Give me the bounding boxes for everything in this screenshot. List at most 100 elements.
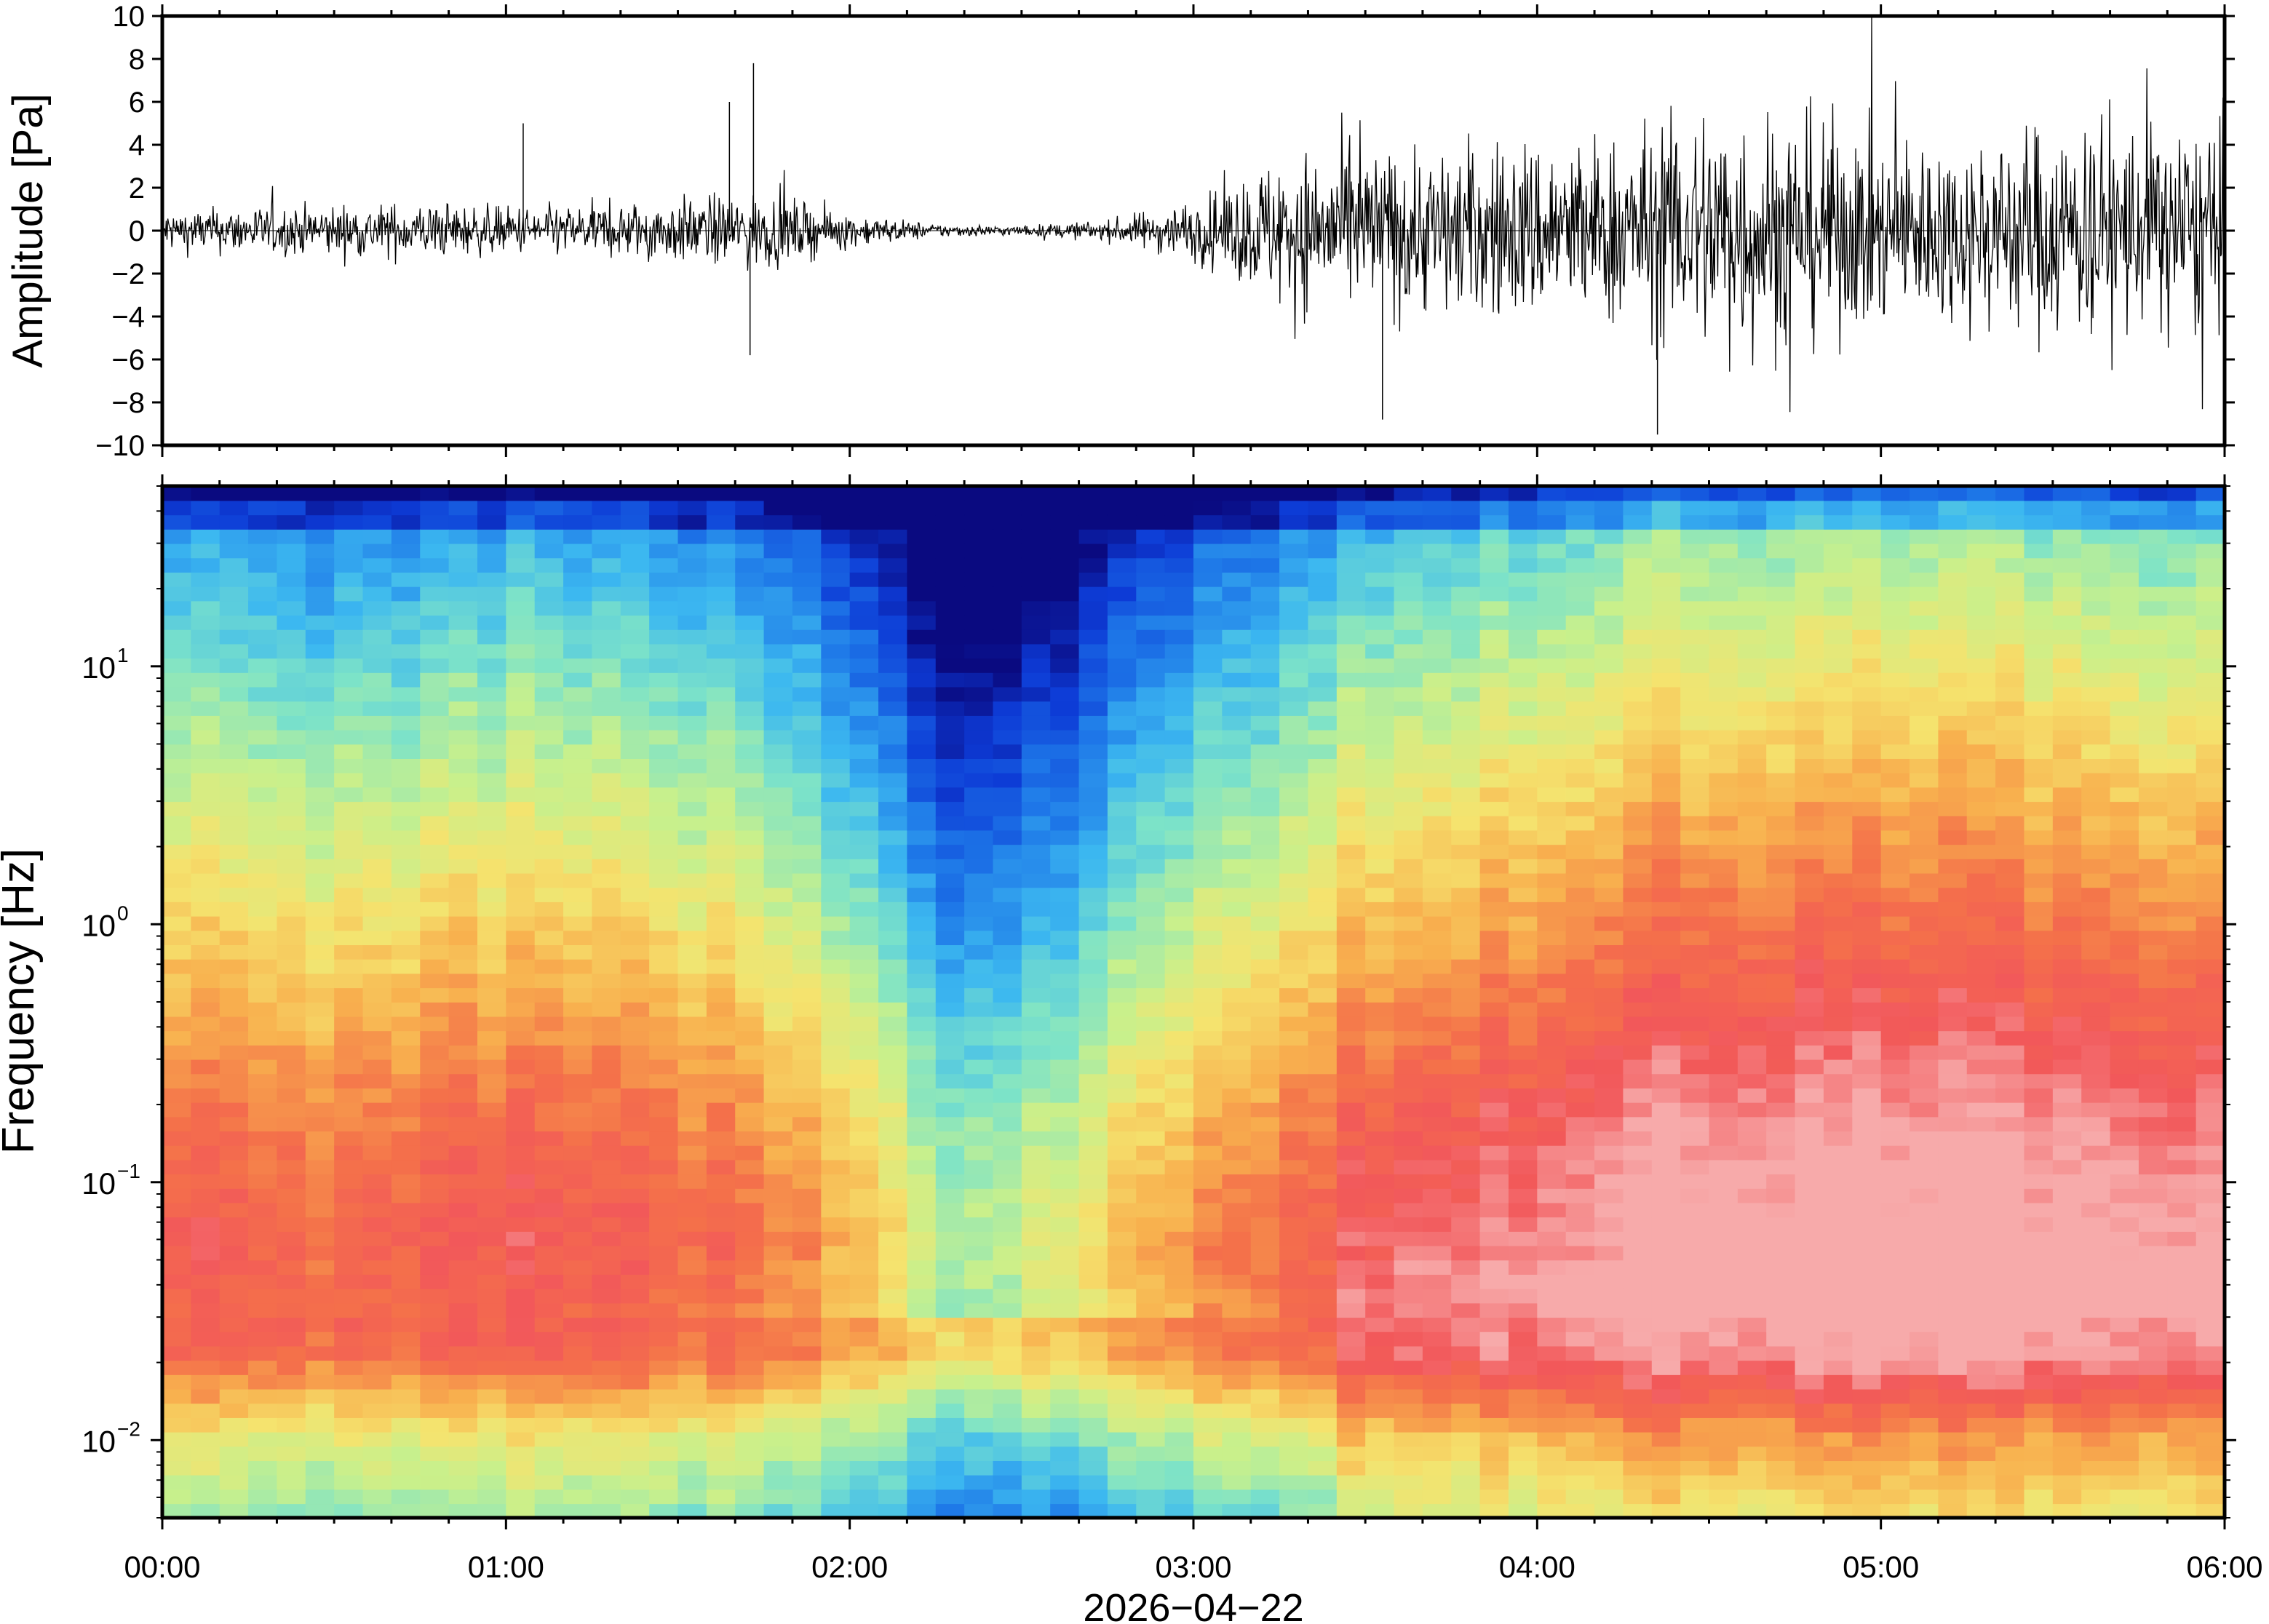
spectrogram-cell — [2052, 1174, 2082, 1189]
spectrogram-cell — [1136, 514, 1166, 530]
spectrogram-cell — [1651, 1202, 1681, 1218]
spectrogram-cell — [448, 586, 478, 602]
spectrogram-cell — [1308, 973, 1338, 989]
spectrogram-cell — [1422, 658, 1453, 673]
spectrogram-cell — [649, 772, 679, 788]
spectrogram-cell — [1623, 586, 1653, 602]
spectrogram-cell — [1451, 1231, 1481, 1246]
spectrogram-cell — [620, 1374, 650, 1390]
spectrogram-cell — [1852, 701, 1882, 716]
spectrogram-cell — [1336, 787, 1366, 803]
spectrogram-cell — [849, 815, 879, 831]
spectrogram-cell — [1795, 586, 1824, 602]
spectrogram-cell — [878, 715, 908, 731]
spectrogram-cell — [477, 1045, 507, 1060]
spectrogram-cell — [277, 1030, 306, 1046]
spectrogram-cell — [1852, 859, 1882, 874]
spectrogram-cell — [1250, 1345, 1280, 1361]
spectrogram-cell — [1623, 1202, 1653, 1218]
spectrogram-cell — [1279, 1131, 1309, 1146]
spectrogram-cell — [1880, 1331, 1910, 1347]
spectrogram-cell — [1766, 1274, 1796, 1289]
spectrogram-cell — [219, 715, 249, 731]
spectrogram-cell — [1222, 600, 1252, 616]
spectrogram-cell — [334, 987, 364, 1003]
spectrogram-cell — [506, 729, 536, 745]
spectrogram-cell — [1709, 801, 1738, 816]
spectrogram-cell — [1250, 901, 1280, 917]
spectrogram-cell — [620, 1345, 650, 1361]
spectrogram-cell — [1680, 1188, 1710, 1203]
spectrogram-cell — [219, 1045, 249, 1060]
spectrogram-cell — [1709, 1002, 1738, 1017]
spectrogram-cell — [248, 859, 278, 874]
spectrogram-cell — [2052, 1431, 2082, 1447]
spectrogram-cell — [677, 915, 707, 931]
spectrogram-cell — [305, 1345, 335, 1361]
spectrogram-cell — [821, 930, 851, 946]
spectrogram-cell — [1680, 1217, 1710, 1232]
spectrogram-cell — [763, 1317, 793, 1332]
spectrogram-cell — [1451, 930, 1481, 946]
spectrogram-cell — [506, 1116, 536, 1132]
spectrogram-cell — [1050, 930, 1080, 946]
spectrogram-cell — [821, 1030, 851, 1046]
spectrogram-cell — [362, 1174, 392, 1189]
spectrogram-cell — [191, 944, 220, 960]
spectrogram-cell — [1852, 758, 1882, 773]
spectrogram-cell — [1910, 887, 1939, 902]
spectrogram-cell — [1451, 1059, 1481, 1075]
spectrogram-cell — [1164, 1388, 1194, 1404]
spectrogram-cell — [964, 1474, 994, 1490]
spectrogram-cell — [1680, 1417, 1710, 1433]
spectrogram-cell — [735, 729, 765, 745]
spectrogram-cell — [563, 944, 593, 960]
spectrogram-cell — [2081, 1388, 2111, 1404]
spectrogram-cell — [649, 686, 679, 702]
spectrogram-cell — [1250, 1131, 1280, 1146]
spectrogram-cell — [1995, 758, 2025, 773]
spectrogram-cell — [1966, 658, 1996, 673]
spectrogram-cell — [878, 1088, 908, 1103]
spectrogram-cell — [1394, 643, 1423, 659]
spectrogram-cell — [1365, 715, 1395, 731]
spectrogram-cell — [878, 872, 908, 888]
spectrogram-cell — [1594, 729, 1624, 745]
spectrogram-cell — [1451, 1288, 1481, 1304]
spectrogram-cell — [420, 1274, 450, 1289]
spectrogram-cell — [592, 1159, 621, 1175]
spectrogram-cell — [563, 787, 593, 803]
spectrogram-cell — [2024, 1388, 2054, 1404]
spectrogram-cell — [1479, 1388, 1509, 1404]
spectrogram-cell — [2052, 829, 2082, 845]
spectrogram-cell — [1193, 787, 1223, 803]
spectrogram-cell — [1164, 987, 1194, 1003]
spectrogram-cell — [1680, 615, 1710, 630]
spectrogram-cell — [1479, 1030, 1509, 1046]
spectrogram-cell — [1136, 1217, 1166, 1232]
spectrogram-cell — [907, 901, 937, 917]
spectrogram-cell — [420, 1217, 450, 1232]
spectrogram-cell — [1565, 486, 1595, 501]
spectrogram-cell — [1737, 1302, 1768, 1318]
spectrogram-cell — [763, 944, 793, 960]
spectrogram-cell — [1336, 1002, 1366, 1017]
spectrogram-cell — [821, 1489, 851, 1505]
spectrogram-cell — [1594, 1202, 1624, 1218]
spectrogram-cell — [1795, 1431, 1824, 1447]
spectrogram-cell — [1938, 1331, 1968, 1347]
spectrogram-cell — [563, 1145, 593, 1161]
spectrogram-cell — [1394, 887, 1423, 902]
spectrogram-cell — [1680, 758, 1710, 773]
spectrogram-cell — [849, 1388, 879, 1404]
spectrogram-cell — [477, 930, 507, 946]
spectrogram-cell — [448, 973, 478, 989]
spectrogram-cell — [1594, 615, 1624, 630]
spectrogram-cell — [1479, 715, 1509, 731]
spectrogram-cell — [2024, 1059, 2054, 1075]
spectrogram-cell — [534, 1159, 564, 1175]
spectrogram-cell — [1537, 658, 1567, 673]
spectrogram-cell — [620, 930, 650, 946]
spectrogram-cell — [878, 600, 908, 616]
spectrogram-cell — [305, 872, 335, 888]
